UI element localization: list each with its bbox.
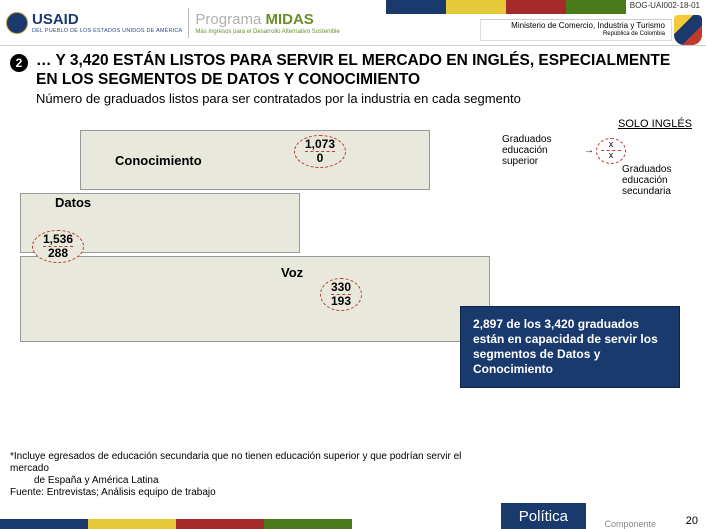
usaid-logo: USAID DEL PUEBLO DE LOS ESTADOS UNIDOS D…: [6, 11, 182, 34]
block-conocimiento: Conocimiento: [80, 130, 430, 190]
footer-politica: Política: [501, 503, 586, 529]
footer-bar-navy: [0, 519, 88, 529]
voz-bottom: 193: [331, 295, 351, 308]
midas-wordmark: Programa MIDAS: [195, 11, 313, 28]
programa-label: Programa: [195, 11, 265, 28]
bullet-number: 2: [10, 54, 28, 72]
bar-navy: [386, 0, 446, 14]
arrow-icon: →: [584, 145, 594, 156]
conocimiento-label: Conocimiento: [115, 153, 202, 168]
legend-row-superior: Graduados educación superior → x x: [502, 134, 692, 167]
midas-subtitle: Más Ingresos para el Desarrollo Alternat…: [195, 29, 339, 35]
footnote-line1: *Incluye egresados de educación secundar…: [10, 451, 490, 475]
footnote: *Incluye egresados de educación secundar…: [10, 451, 490, 499]
footnote-line2: de España y América Latina: [34, 475, 490, 487]
block-voz: Voz: [20, 256, 490, 342]
conocimiento-top: 1,073: [305, 138, 335, 152]
midas-label: MIDAS: [265, 11, 313, 28]
conocimiento-bottom: 0: [305, 152, 335, 165]
footer-bar-green: [264, 519, 352, 529]
page-number: 20: [686, 515, 698, 527]
bar-green: [566, 0, 626, 14]
bar-yellow: [446, 0, 506, 14]
page-subtitle: Número de graduados listos para ser cont…: [36, 91, 696, 106]
footer-color-bars: [0, 519, 352, 529]
ministry-line1: Ministerio de Comercio, Industria y Turi…: [511, 22, 665, 31]
segments-diagram: Conocimiento Datos Voz 1,073 0 1,536 288…: [20, 130, 500, 380]
legend-superior-label: Graduados educación superior: [502, 134, 582, 167]
midas-block: Programa MIDAS Más Ingresos para el Desa…: [195, 11, 339, 35]
legend-secundaria-label: Graduados educación secundaria: [622, 164, 692, 197]
summary-box: 2,897 de los 3,420 graduados están en ca…: [460, 306, 680, 388]
colombia-shield-icon: [674, 15, 702, 45]
legend-x-top: x: [609, 140, 614, 150]
usaid-seal-icon: [6, 12, 28, 34]
datos-top: 1,536: [43, 233, 73, 247]
usaid-subtitle: DEL PUEBLO DE LOS ESTADOS UNIDOS DE AMÉR…: [32, 28, 182, 34]
datos-label: Datos: [55, 195, 91, 210]
footer-componente: Componente: [604, 519, 656, 529]
voz-top: 330: [331, 281, 351, 295]
footer: Política Componente 20: [0, 507, 706, 529]
solo-ingles-label: SOLO INGLÉS: [618, 118, 692, 130]
divider-icon: [188, 8, 189, 38]
ministry-line2: República de Colombia: [511, 31, 665, 38]
ministry-banner: Ministerio de Comercio, Industria y Turi…: [480, 14, 706, 46]
page-title: … Y 3,420 ESTÁN LISTOS PARA SERVIR EL ME…: [36, 52, 696, 89]
fuente: Fuente: Entrevistas; Análisis equipo de …: [10, 487, 490, 499]
footer-bar-yellow: [88, 519, 176, 529]
legend-x-bottom: x: [609, 151, 614, 161]
datos-bottom: 288: [43, 247, 73, 260]
ministry-text: Ministerio de Comercio, Industria y Turi…: [480, 19, 672, 40]
usaid-logo-block: USAID DEL PUEBLO DE LOS ESTADOS UNIDOS D…: [0, 8, 340, 38]
bar-red: [506, 0, 566, 14]
usaid-text-block: USAID DEL PUEBLO DE LOS ESTADOS UNIDOS D…: [32, 11, 182, 34]
voz-label: Voz: [281, 265, 303, 280]
legend-oval-icon: x x: [596, 138, 626, 164]
footer-bar-red: [176, 519, 264, 529]
usaid-wordmark: USAID: [32, 11, 182, 28]
content: 2 … Y 3,420 ESTÁN LISTOS PARA SERVIR EL …: [0, 46, 706, 106]
legend: Graduados educación superior → x x Gradu…: [502, 134, 692, 171]
document-id: BOG-UAI002-18-01: [630, 1, 700, 10]
header: USAID DEL PUEBLO DE LOS ESTADOS UNIDOS D…: [0, 0, 706, 46]
